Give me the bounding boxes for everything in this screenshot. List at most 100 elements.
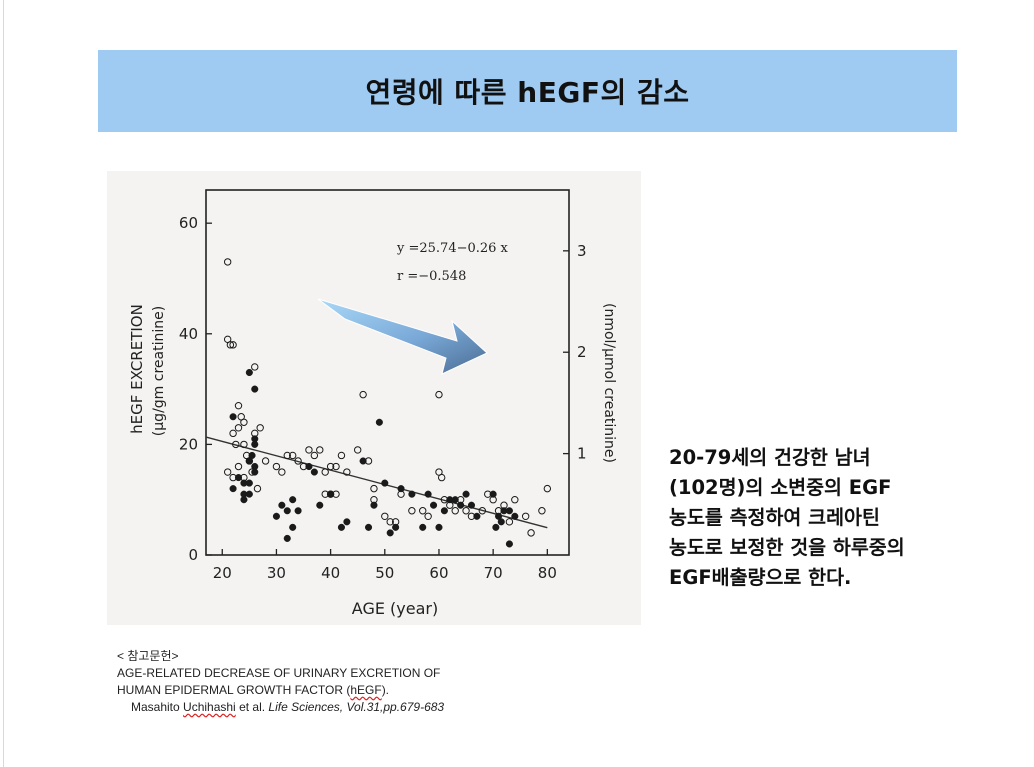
open-circle-point xyxy=(326,462,335,471)
filled-circle-point xyxy=(359,457,367,465)
open-circle-point xyxy=(261,457,270,465)
reference-author-first: Masahito xyxy=(131,700,184,714)
filled-circle-point xyxy=(462,490,470,498)
filled-circle-point xyxy=(245,490,253,498)
filled-circle-point xyxy=(381,479,389,487)
filled-circle-point xyxy=(289,496,297,504)
scatter-chart-figure: 20 30 40 50 60 70 80 0 20 40 60 1 2 3 y =25.74−0.26 x… xyxy=(107,171,641,625)
y-tick-label: 60 xyxy=(179,214,198,232)
reference-title-suffix: ). xyxy=(381,683,390,697)
y-tick-label: 20 xyxy=(179,435,198,453)
open-circle-point xyxy=(321,468,329,476)
filled-circle-point xyxy=(492,523,500,531)
description-line: 농도를 측정하여 크레아틴 xyxy=(669,506,880,529)
filled-circle-point xyxy=(364,523,373,531)
open-circle-point xyxy=(256,424,264,432)
open-circle-point xyxy=(223,258,232,266)
open-circle-point xyxy=(478,507,487,515)
open-circle-point xyxy=(370,484,378,493)
reference-hegf-term: hEGF xyxy=(350,683,382,697)
filled-circle-point xyxy=(343,518,351,526)
reference-title-line2: HUMAN EPIDERMAL GROWTH FACTOR (hEGF). xyxy=(117,682,537,699)
filled-circle-point xyxy=(283,507,291,515)
filled-circle-point xyxy=(392,523,400,531)
filled-circle-point xyxy=(251,435,259,443)
open-circle-point xyxy=(229,341,237,349)
open-circle-point xyxy=(424,512,432,520)
y2-tick-label: 3 xyxy=(577,242,587,260)
slide-left-border xyxy=(3,0,4,767)
open-circle-point xyxy=(240,418,248,426)
filled-circle-point xyxy=(467,501,476,509)
filled-circle-point xyxy=(419,523,427,531)
open-circle-point xyxy=(521,512,530,520)
scatter-chart: 20 30 40 50 60 70 80 0 20 40 60 1 2 3 y =25.74−0.26 x… xyxy=(128,189,617,618)
open-circle-point xyxy=(343,468,351,476)
filled-circle-point xyxy=(370,501,378,509)
axis-ticks: 20 30 40 50 60 70 80 0 20 40 60 1 2 3 xyxy=(179,214,587,582)
x-tick-label: 30 xyxy=(267,564,286,582)
filled-circle-point xyxy=(440,507,448,515)
open-circle-point xyxy=(505,518,514,526)
filled-circle-point xyxy=(337,523,345,531)
description-line: 농도로 보정한 것을 하루중의 xyxy=(669,536,905,559)
filled-circle-point xyxy=(245,368,253,377)
filled-circle-point xyxy=(386,529,394,537)
reference-author-surname: Uchihashi xyxy=(183,700,236,714)
open-circle-point xyxy=(316,446,324,454)
open-circle-point xyxy=(232,440,240,449)
x-tick-label: 20 xyxy=(213,564,232,582)
description-line: 20-79세의 건강한 남녀 xyxy=(669,446,871,469)
open-circle-point xyxy=(234,462,243,471)
reference-block: < 참고문헌> AGE-RELATED DECREASE OF URINARY … xyxy=(117,648,537,716)
title-banner: 연령에 따른 hEGF의 감소 xyxy=(98,50,957,132)
y-tick-label: 0 xyxy=(188,546,198,564)
filled-circle-point xyxy=(327,490,335,498)
open-circle-point xyxy=(223,468,232,476)
filled-circle-point xyxy=(316,501,324,509)
open-circle-point xyxy=(337,451,346,460)
equation-text-1: y =25.74−0.26 x xyxy=(396,241,509,256)
open-circle-point xyxy=(381,512,389,520)
reference-title-line1: AGE-RELATED DECREASE OF URINARY EXCRETIO… xyxy=(117,666,441,680)
open-circle-point xyxy=(408,507,416,515)
regression-line-group xyxy=(205,436,548,529)
open-circle-point xyxy=(354,446,362,454)
filled-circle-point xyxy=(310,468,318,476)
filled-circle-point xyxy=(473,512,481,520)
open-circle-point xyxy=(462,507,470,515)
open-circle-point xyxy=(283,451,291,460)
open-circle-point xyxy=(234,401,243,410)
open-circle-point xyxy=(437,473,446,482)
open-circle-point xyxy=(288,451,297,460)
description-line: (102명)의 소변중의 EGF xyxy=(669,476,892,499)
y2-tick-label: 2 xyxy=(577,343,587,361)
open-circle-point xyxy=(272,462,281,471)
regression-line xyxy=(205,436,548,529)
open-circle-point xyxy=(253,484,262,493)
filled-circle-point xyxy=(278,501,286,509)
plot-frame xyxy=(205,189,570,556)
x-tick-label: 80 xyxy=(538,564,557,582)
filled-circle-point xyxy=(435,523,443,531)
open-circle-point xyxy=(305,446,313,454)
filled-circle-point xyxy=(294,507,302,515)
open-circle-point xyxy=(419,507,427,515)
open-circle-point xyxy=(229,429,237,438)
y-axis-label-line1: hEGF EXCRETION xyxy=(128,304,146,434)
filled-circle-point xyxy=(397,485,405,493)
filled-circle-point xyxy=(424,490,432,498)
equation-text-2: r =−0.548 xyxy=(397,269,466,284)
filled-circle-point xyxy=(229,413,237,421)
filled-circle-point xyxy=(457,501,465,509)
x-tick-label: 50 xyxy=(375,564,394,582)
y-axis-label-line2: (μg/gm creatinine) xyxy=(151,306,167,436)
filled-circle-point xyxy=(375,418,383,426)
open-circle-point xyxy=(234,424,243,432)
filled-circle-point xyxy=(305,462,313,471)
filled-circle-point xyxy=(245,479,253,487)
open-circle-point xyxy=(543,484,552,493)
open-circle-point xyxy=(538,507,546,515)
filled-circle-point xyxy=(511,512,519,520)
filled-circle-point xyxy=(505,540,513,548)
